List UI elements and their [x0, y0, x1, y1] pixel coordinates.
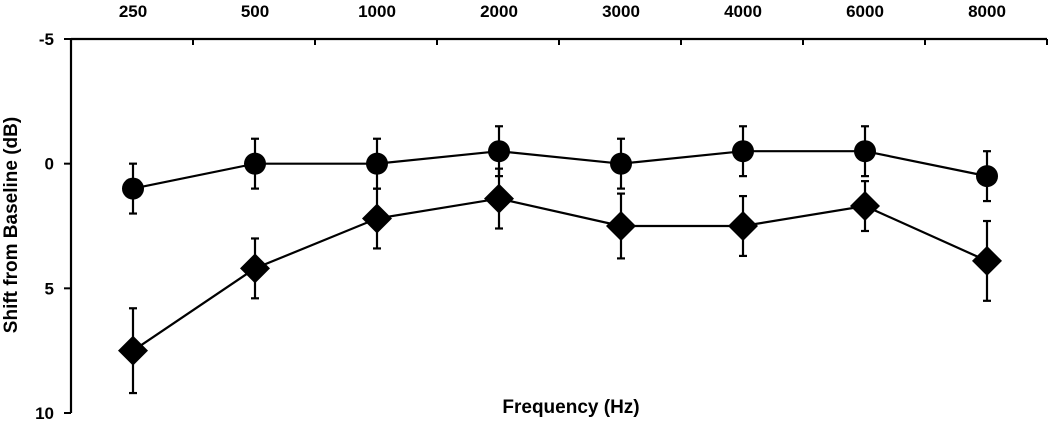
- x-tick-label: 500: [241, 2, 269, 21]
- data-point-diamond: [972, 245, 1002, 276]
- x-tick-label: 4000: [724, 2, 762, 21]
- data-point-diamond: [484, 183, 514, 214]
- y-tick-label: 5: [45, 279, 54, 298]
- series-circle-line: [132, 150, 988, 190]
- y-tick-label: 0: [45, 155, 54, 174]
- x-tick-label: 3000: [602, 2, 640, 21]
- axes-group: 250 500 1000 2000 3000 4000 6000 8000 -5 0 5 10: [35, 2, 1048, 421]
- series-layer: [118, 125, 1002, 395]
- x-tick-label: 2000: [480, 2, 518, 21]
- data-point-diamond: [240, 253, 270, 284]
- data-point-circle: [732, 140, 754, 163]
- x-tick-label: 1000: [358, 2, 396, 21]
- data-point-diamond: [118, 335, 148, 366]
- labels-group: Frequency (Hz) Shift from Baseline (dB): [1, 117, 640, 418]
- x-tick-label: 250: [119, 2, 147, 21]
- y-tick-label: 10: [35, 404, 54, 421]
- series-diamond-line: [132, 197, 988, 352]
- data-point-circle: [122, 177, 144, 200]
- x-tick-label: 6000: [846, 2, 884, 21]
- data-point-diamond: [728, 211, 758, 241]
- data-point-circle: [366, 152, 388, 175]
- data-point-circle: [244, 152, 266, 175]
- y-tick-label: -5: [39, 30, 54, 49]
- data-point-circle: [610, 152, 632, 175]
- x-axis-title: Frequency (Hz): [502, 397, 639, 418]
- data-point-diamond: [362, 203, 392, 234]
- x-tick-label: 8000: [968, 2, 1006, 21]
- data-point-diamond: [850, 191, 880, 222]
- y-axis-title: Shift from Baseline (dB): [1, 117, 22, 333]
- data-point-circle: [854, 140, 876, 163]
- data-point-diamond: [606, 211, 636, 241]
- data-point-circle: [488, 140, 510, 163]
- data-point-circle: [976, 165, 998, 188]
